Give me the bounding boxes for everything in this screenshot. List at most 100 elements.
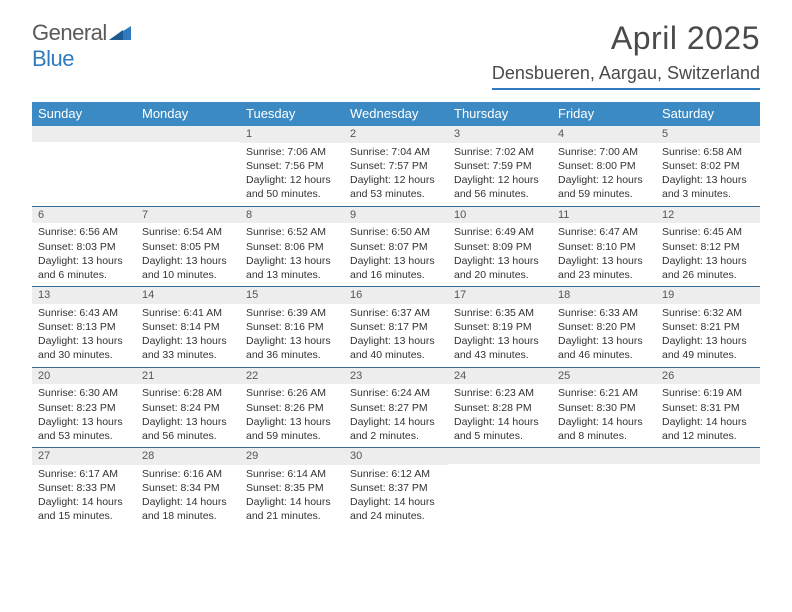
daylight-text: Daylight: 13 hours and 26 minutes.: [662, 254, 754, 282]
calendar-week-row: 27Sunrise: 6:17 AMSunset: 8:33 PMDayligh…: [32, 448, 760, 528]
calendar-day-cell: 22Sunrise: 6:26 AMSunset: 8:26 PMDayligh…: [240, 368, 344, 448]
calendar-day-cell: 23Sunrise: 6:24 AMSunset: 8:27 PMDayligh…: [344, 368, 448, 448]
calendar-day-cell: [656, 448, 760, 528]
day-body: Sunrise: 6:50 AMSunset: 8:07 PMDaylight:…: [344, 223, 448, 286]
day-number: 18: [552, 287, 656, 304]
brand-text: General Blue: [32, 20, 131, 72]
weeks-container: 1Sunrise: 7:06 AMSunset: 7:56 PMDaylight…: [32, 126, 760, 528]
day-body: Sunrise: 6:37 AMSunset: 8:17 PMDaylight:…: [344, 304, 448, 367]
calendar-day-cell: 13Sunrise: 6:43 AMSunset: 8:13 PMDayligh…: [32, 287, 136, 367]
calendar-day-cell: 3Sunrise: 7:02 AMSunset: 7:59 PMDaylight…: [448, 126, 552, 206]
day-body: Sunrise: 6:14 AMSunset: 8:35 PMDaylight:…: [240, 465, 344, 528]
daylight-text: Daylight: 13 hours and 20 minutes.: [454, 254, 546, 282]
calendar-day-cell: 21Sunrise: 6:28 AMSunset: 8:24 PMDayligh…: [136, 368, 240, 448]
calendar-day-cell: 12Sunrise: 6:45 AMSunset: 8:12 PMDayligh…: [656, 207, 760, 287]
sunset-text: Sunset: 8:30 PM: [558, 401, 650, 415]
daylight-text: Daylight: 14 hours and 8 minutes.: [558, 415, 650, 443]
calendar-day-cell: 8Sunrise: 6:52 AMSunset: 8:06 PMDaylight…: [240, 207, 344, 287]
daylight-text: Daylight: 14 hours and 24 minutes.: [350, 495, 442, 523]
sunset-text: Sunset: 8:23 PM: [38, 401, 130, 415]
sunrise-text: Sunrise: 6:39 AM: [246, 306, 338, 320]
sunset-text: Sunset: 8:12 PM: [662, 240, 754, 254]
day-number: 6: [32, 207, 136, 224]
day-body: Sunrise: 6:39 AMSunset: 8:16 PMDaylight:…: [240, 304, 344, 367]
sunrise-text: Sunrise: 7:02 AM: [454, 145, 546, 159]
day-number: 21: [136, 368, 240, 385]
day-body: Sunrise: 7:06 AMSunset: 7:56 PMDaylight:…: [240, 143, 344, 206]
day-number: 15: [240, 287, 344, 304]
daylight-text: Daylight: 13 hours and 33 minutes.: [142, 334, 234, 362]
calendar-day-cell: 2Sunrise: 7:04 AMSunset: 7:57 PMDaylight…: [344, 126, 448, 206]
calendar-day-cell: 7Sunrise: 6:54 AMSunset: 8:05 PMDaylight…: [136, 207, 240, 287]
calendar-week-row: 13Sunrise: 6:43 AMSunset: 8:13 PMDayligh…: [32, 287, 760, 368]
day-body: Sunrise: 6:17 AMSunset: 8:33 PMDaylight:…: [32, 465, 136, 528]
daylight-text: Daylight: 14 hours and 2 minutes.: [350, 415, 442, 443]
day-number: 22: [240, 368, 344, 385]
calendar-day-cell: 20Sunrise: 6:30 AMSunset: 8:23 PMDayligh…: [32, 368, 136, 448]
sunrise-text: Sunrise: 6:35 AM: [454, 306, 546, 320]
weekday-header: Thursday: [448, 102, 552, 126]
daylight-text: Daylight: 13 hours and 56 minutes.: [142, 415, 234, 443]
calendar-day-cell: 25Sunrise: 6:21 AMSunset: 8:30 PMDayligh…: [552, 368, 656, 448]
sunset-text: Sunset: 8:19 PM: [454, 320, 546, 334]
daylight-text: Daylight: 13 hours and 16 minutes.: [350, 254, 442, 282]
day-body: Sunrise: 6:24 AMSunset: 8:27 PMDaylight:…: [344, 384, 448, 447]
day-body: Sunrise: 6:33 AMSunset: 8:20 PMDaylight:…: [552, 304, 656, 367]
daylight-text: Daylight: 14 hours and 12 minutes.: [662, 415, 754, 443]
calendar-week-row: 1Sunrise: 7:06 AMSunset: 7:56 PMDaylight…: [32, 126, 760, 207]
calendar-day-cell: 15Sunrise: 6:39 AMSunset: 8:16 PMDayligh…: [240, 287, 344, 367]
calendar-day-cell: [448, 448, 552, 528]
sunrise-text: Sunrise: 6:33 AM: [558, 306, 650, 320]
daylight-text: Daylight: 13 hours and 3 minutes.: [662, 173, 754, 201]
brand-part2: Blue: [32, 46, 74, 71]
sunset-text: Sunset: 7:57 PM: [350, 159, 442, 173]
sunset-text: Sunset: 8:17 PM: [350, 320, 442, 334]
day-number: 28: [136, 448, 240, 465]
day-number: 3: [448, 126, 552, 143]
daylight-text: Daylight: 13 hours and 46 minutes.: [558, 334, 650, 362]
calendar-day-cell: 18Sunrise: 6:33 AMSunset: 8:20 PMDayligh…: [552, 287, 656, 367]
day-number: 24: [448, 368, 552, 385]
day-body: Sunrise: 6:41 AMSunset: 8:14 PMDaylight:…: [136, 304, 240, 367]
day-number: 7: [136, 207, 240, 224]
sunset-text: Sunset: 8:26 PM: [246, 401, 338, 415]
sunrise-text: Sunrise: 6:16 AM: [142, 467, 234, 481]
day-number: 20: [32, 368, 136, 385]
month-title: April 2025: [492, 20, 760, 57]
sunrise-text: Sunrise: 6:41 AM: [142, 306, 234, 320]
daylight-text: Daylight: 14 hours and 18 minutes.: [142, 495, 234, 523]
sunrise-text: Sunrise: 6:12 AM: [350, 467, 442, 481]
day-body: Sunrise: 6:16 AMSunset: 8:34 PMDaylight:…: [136, 465, 240, 528]
sunset-text: Sunset: 8:24 PM: [142, 401, 234, 415]
day-body: Sunrise: 6:43 AMSunset: 8:13 PMDaylight:…: [32, 304, 136, 367]
calendar-day-cell: [136, 126, 240, 206]
daylight-text: Daylight: 14 hours and 21 minutes.: [246, 495, 338, 523]
calendar-day-cell: [552, 448, 656, 528]
day-number: [656, 448, 760, 464]
day-number: 5: [656, 126, 760, 143]
sunset-text: Sunset: 7:59 PM: [454, 159, 546, 173]
sunrise-text: Sunrise: 6:37 AM: [350, 306, 442, 320]
weekday-header: Friday: [552, 102, 656, 126]
sunset-text: Sunset: 8:37 PM: [350, 481, 442, 495]
day-body: Sunrise: 6:21 AMSunset: 8:30 PMDaylight:…: [552, 384, 656, 447]
sunrise-text: Sunrise: 7:06 AM: [246, 145, 338, 159]
brand-part1: General: [32, 20, 107, 45]
daylight-text: Daylight: 13 hours and 13 minutes.: [246, 254, 338, 282]
day-number: 29: [240, 448, 344, 465]
sunrise-text: Sunrise: 6:24 AM: [350, 386, 442, 400]
day-body: Sunrise: 6:32 AMSunset: 8:21 PMDaylight:…: [656, 304, 760, 367]
sunrise-text: Sunrise: 6:26 AM: [246, 386, 338, 400]
day-body: Sunrise: 6:28 AMSunset: 8:24 PMDaylight:…: [136, 384, 240, 447]
day-body: Sunrise: 6:35 AMSunset: 8:19 PMDaylight:…: [448, 304, 552, 367]
sunrise-text: Sunrise: 6:17 AM: [38, 467, 130, 481]
day-number: [552, 448, 656, 464]
daylight-text: Daylight: 12 hours and 50 minutes.: [246, 173, 338, 201]
sunset-text: Sunset: 8:05 PM: [142, 240, 234, 254]
sunrise-text: Sunrise: 6:54 AM: [142, 225, 234, 239]
sunset-text: Sunset: 8:06 PM: [246, 240, 338, 254]
sunrise-text: Sunrise: 6:56 AM: [38, 225, 130, 239]
calendar-day-cell: 26Sunrise: 6:19 AMSunset: 8:31 PMDayligh…: [656, 368, 760, 448]
calendar-day-cell: 6Sunrise: 6:56 AMSunset: 8:03 PMDaylight…: [32, 207, 136, 287]
day-body: Sunrise: 6:56 AMSunset: 8:03 PMDaylight:…: [32, 223, 136, 286]
